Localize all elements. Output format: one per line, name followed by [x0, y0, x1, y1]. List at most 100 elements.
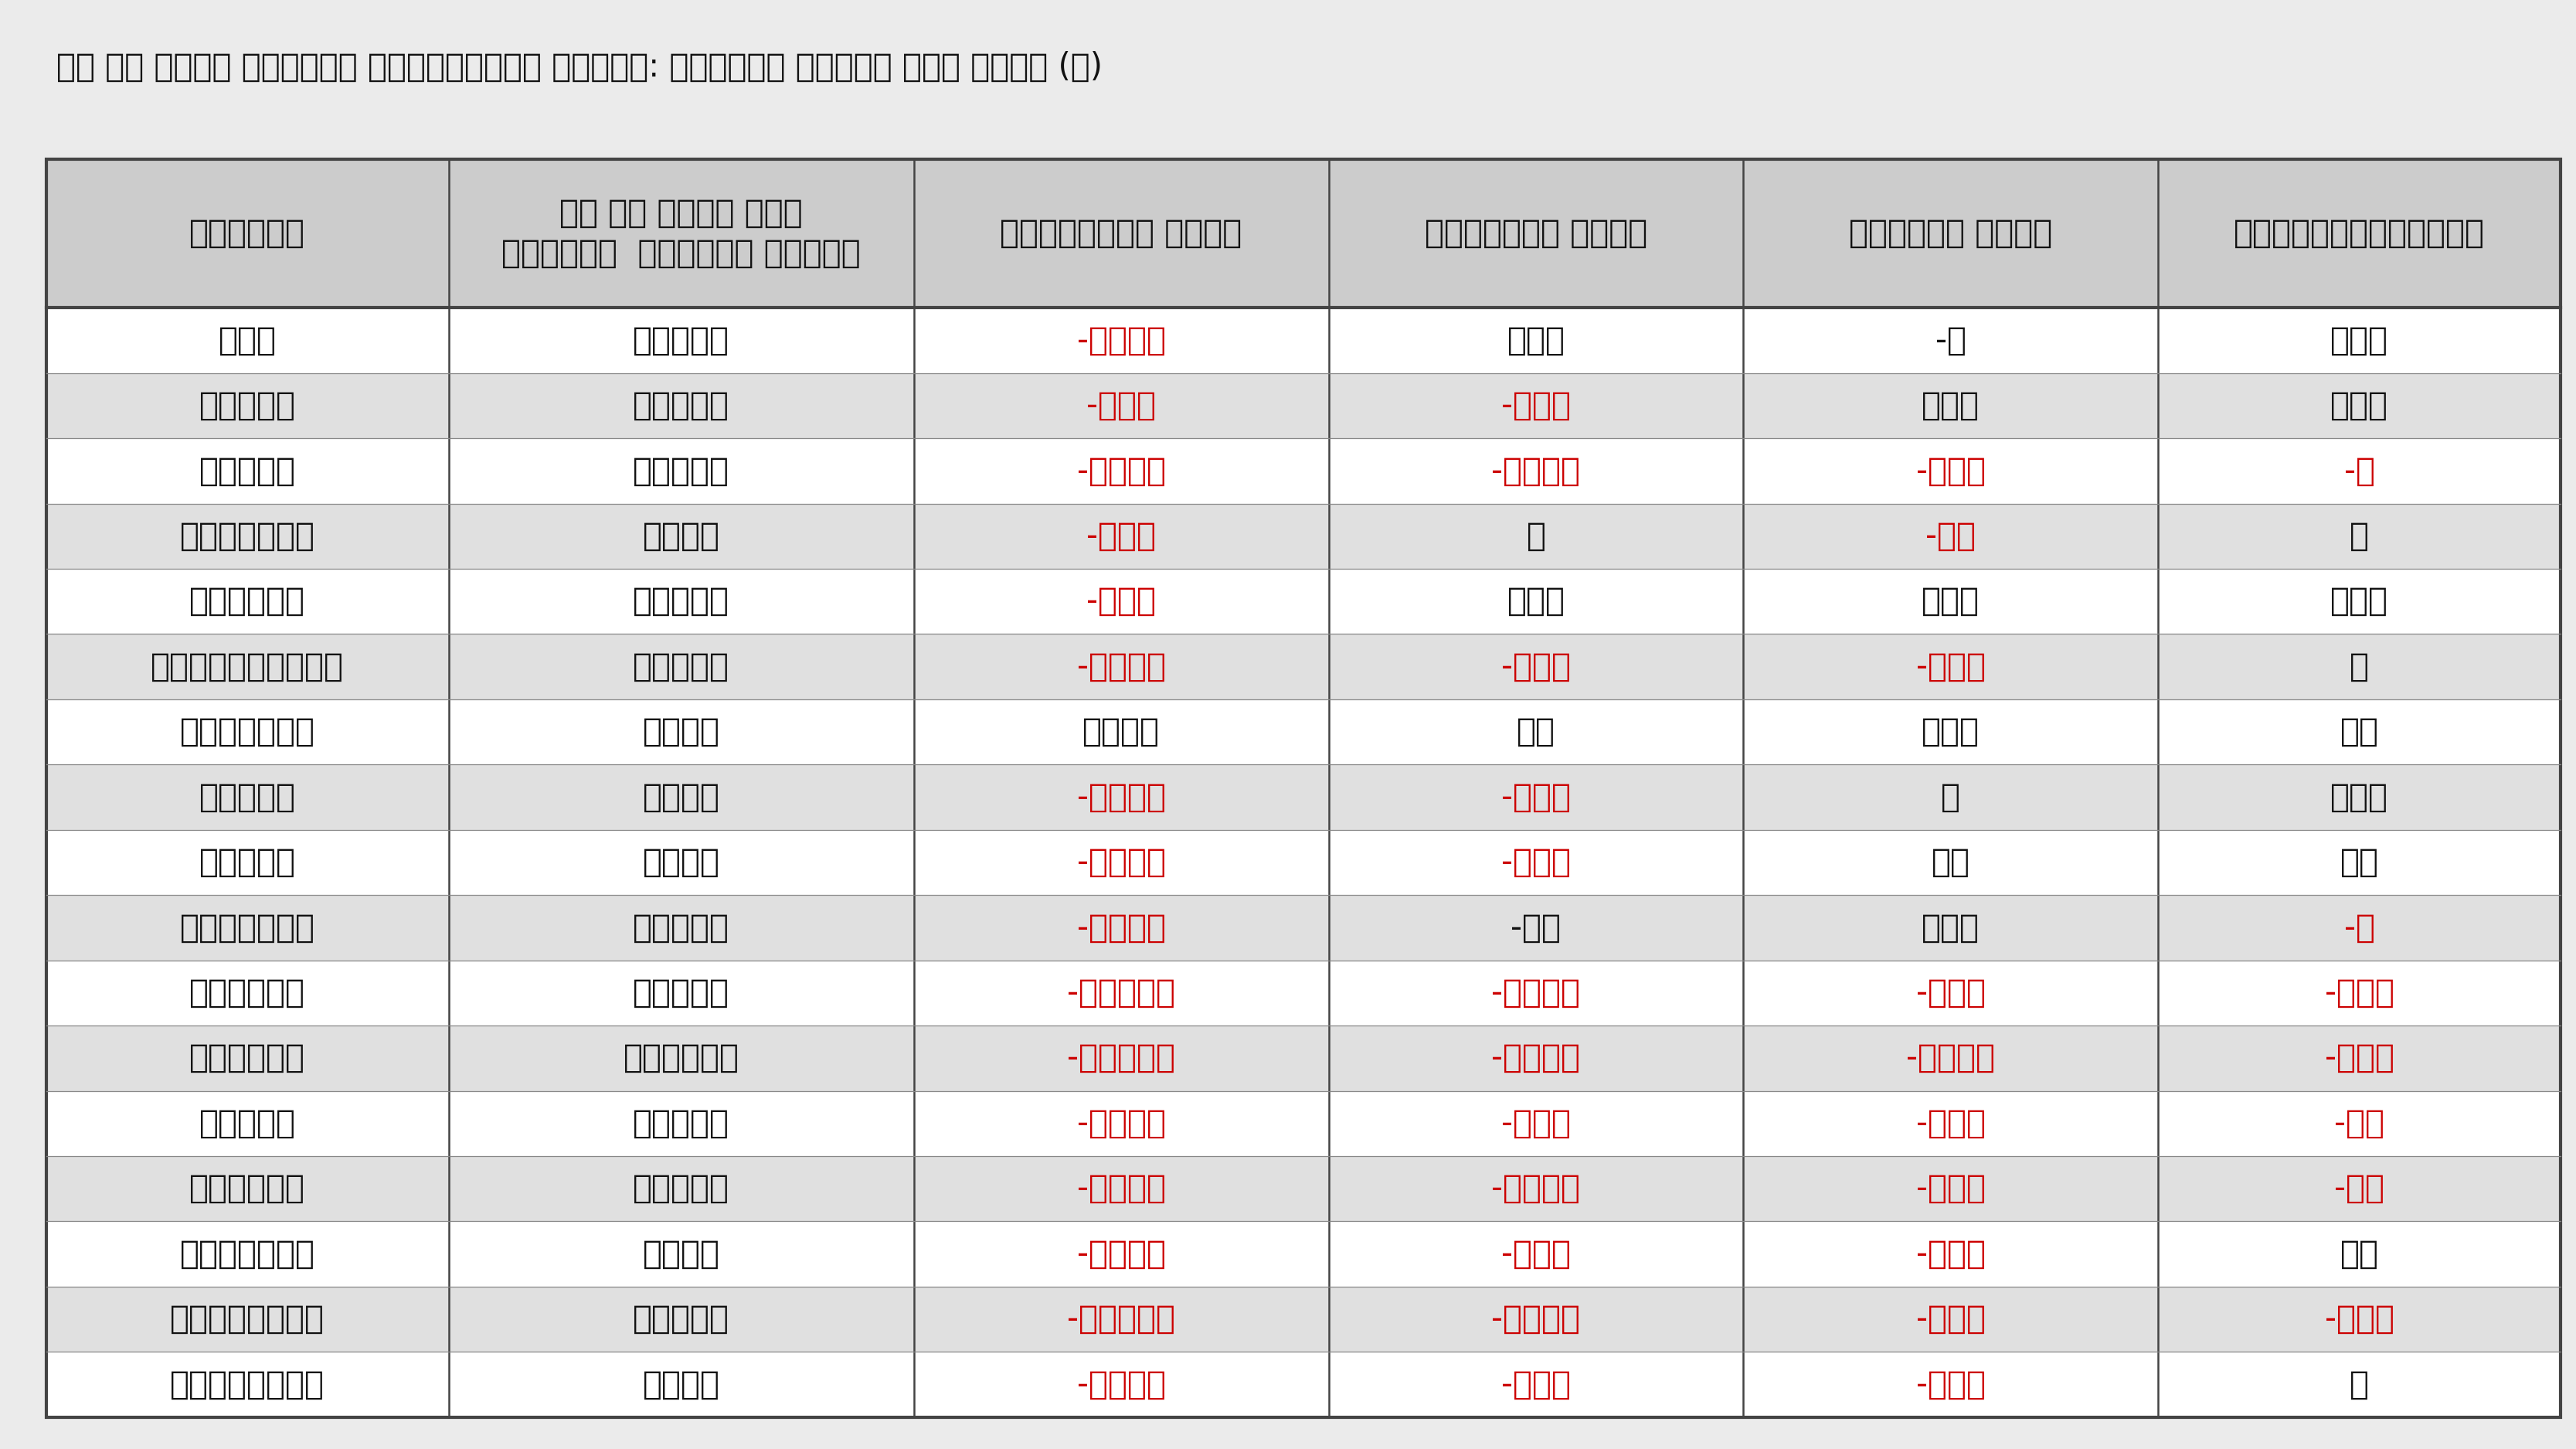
Text: -१८५५: -१८५५ [1077, 1368, 1164, 1401]
Text: १२१६३: १२१६३ [634, 1107, 729, 1140]
Text: ५८: ५८ [1517, 716, 1556, 748]
Text: -७६६४: -७६६४ [1077, 1172, 1164, 1206]
Text: ११ मे २०२१ रोजीचा वर्तवलेला अंदाज: सक्रीय रुग्ण आणि खाटा (२): ११ मे २०२१ रोजीचा वर्तवलेला अंदाज: सक्री… [57, 51, 1103, 83]
Text: -२४९: -२४९ [2324, 1303, 2393, 1336]
Text: ६८६६: ६८६६ [641, 781, 719, 813]
Text: -८६७९: -८६७९ [1492, 1042, 1582, 1075]
Text: ११ मे रोजी असू
शकणारे  सक्रीय रुग्ण: ११ मे रोजी असू शकणारे सक्रीय रुग्ण [502, 197, 860, 270]
Text: ३३१: ३३१ [1922, 390, 1981, 422]
Text: १०७: १०७ [2331, 781, 2388, 813]
Text: ०: ० [2349, 1368, 2370, 1401]
Text: -१२४७: -१२४७ [1906, 1042, 1996, 1075]
Text: -६: -६ [2344, 911, 2375, 943]
Text: ३१०१७: ३१०१७ [634, 977, 729, 1009]
Text: ऑक्सिजन खाटा: ऑक्सिजन खाटा [1425, 217, 1649, 249]
Text: -२८: -२८ [1927, 520, 1976, 552]
Text: यवतमाळ: यवतमाळ [191, 977, 307, 1009]
Text: ५९: ५९ [2339, 716, 2378, 748]
Text: -१९६१: -१९६१ [1077, 781, 1164, 813]
Text: -३०२७: -३०२७ [1077, 651, 1164, 682]
Text: -३२२४: -३२२४ [1492, 977, 1582, 1009]
Text: बुलढाणा: बुलढाणा [180, 911, 314, 943]
Text: हिंगोली: हिंगोली [180, 520, 314, 552]
Text: -४५५: -४५५ [2324, 1042, 2393, 1075]
Text: -७: -७ [2344, 455, 2375, 487]
Text: ३५६: ३५६ [1507, 325, 1566, 356]
Text: १७९९१: १७९९१ [634, 390, 729, 422]
Text: -४९९: -४९९ [1502, 1107, 1571, 1140]
Text: १७९७५: १७९७५ [634, 455, 729, 487]
Text: -२९८७: -२९८७ [1077, 325, 1164, 356]
Text: नागपूर: नागपूर [191, 1042, 307, 1075]
Text: -१४२१: -१४२१ [1492, 455, 1582, 487]
Text: -२२३: -२२३ [2324, 977, 2393, 1009]
Text: ४४५०: ४४५० [641, 846, 719, 878]
Text: -७६८: -७६८ [1917, 977, 1986, 1009]
Text: -२६७: -२६७ [1502, 1368, 1571, 1401]
Text: ३३: ३३ [2339, 846, 2378, 878]
Text: १२१: १२१ [2331, 585, 2388, 617]
Text: -५०६: -५०६ [1502, 651, 1571, 682]
Text: -५७९: -५७९ [1087, 520, 1157, 552]
Text: आयसीयू खाटा: आयसीयू खाटा [1850, 217, 2053, 249]
Text: अमरावती: अमरावती [180, 716, 314, 748]
Text: २: २ [2349, 520, 2370, 552]
Text: -१४७३: -१४७३ [1492, 1172, 1582, 1206]
Text: ११९९७: ११९९७ [634, 585, 729, 617]
Text: -४९८९: -४९८९ [1077, 1107, 1164, 1140]
Text: -१५१: -१५१ [1917, 1237, 1986, 1271]
Text: २७५८: २७५८ [641, 520, 719, 552]
Text: -१८६: -१८६ [1917, 1107, 1986, 1140]
Text: ४०४२८: ४०४२८ [634, 1303, 729, 1336]
Text: १२७: १२७ [1922, 911, 1981, 943]
Text: १६५: १६५ [2331, 390, 2388, 422]
Text: ९: ९ [1528, 520, 1546, 552]
Text: वाशिम: वाशिम [198, 846, 296, 878]
Text: -३८९०: -३८९० [1077, 1237, 1164, 1271]
Text: -१७३: -१७३ [1502, 846, 1571, 878]
Text: चंद्रपूर: चंद्रपूर [170, 1303, 325, 1336]
Text: भंडारा: भंडारा [191, 1172, 307, 1206]
Text: ११३०९३: ११३०९३ [623, 1042, 739, 1075]
Text: परभणी: परभणी [198, 455, 296, 487]
Text: जिल्हा: जिल्हा [191, 217, 307, 249]
Text: -१९९: -१९९ [1917, 651, 1986, 682]
Text: -६३२९: -६३२९ [1077, 455, 1164, 487]
Text: आयसोलेशन खाटा: आयसोलेशन खाटा [999, 217, 1242, 249]
Text: -१६८: -१६८ [1502, 781, 1571, 813]
Text: -८५९: -८५९ [1087, 390, 1157, 422]
Text: लातूर: लातूर [198, 390, 296, 422]
Text: १२२: १२२ [2331, 325, 2388, 356]
Text: -८५८: -८५८ [1087, 585, 1157, 617]
Text: २९१: २९१ [1922, 716, 1981, 748]
Text: ७४४७: ७४४७ [641, 1368, 719, 1401]
Text: अकोला: अकोला [198, 781, 296, 813]
Text: -१४३९: -१४३९ [1077, 846, 1164, 878]
Text: वर्धा: वर्धा [198, 1107, 296, 1140]
Text: व्हेंटीलेटर्स: व्हेंटीलेटर्स [2233, 217, 2486, 249]
Text: -२९७: -२९७ [1917, 1172, 1986, 1206]
Text: २६७८: २६७८ [1082, 716, 1159, 748]
Text: नांदेड: नांदेड [191, 585, 307, 617]
Text: ३१: ३१ [2339, 1237, 2378, 1271]
Text: -४६५७: -४६५७ [1077, 911, 1164, 943]
Text: -१२३: -१२३ [1917, 1368, 1986, 1401]
Text: -५४: -५४ [2334, 1107, 2385, 1140]
Text: १९०५६: १९०५६ [634, 325, 729, 356]
Text: -५८: -५८ [2334, 1172, 2385, 1206]
Text: उस्मानाबाद: उस्मानाबाद [152, 651, 345, 682]
Text: -२९५: -२९५ [1917, 455, 1986, 487]
Text: १२४०८: १२४०८ [634, 911, 729, 943]
Text: ८०: ८० [1932, 846, 1971, 878]
Text: गोंदिया: गोंदिया [180, 1237, 314, 1271]
Text: ७९३: ७९३ [1922, 585, 1981, 617]
Text: -४३५८३: -४३५८३ [1066, 1042, 1175, 1075]
Text: बीड: बीड [219, 325, 276, 356]
Text: -९५४: -९५४ [1917, 1303, 1986, 1336]
Text: ७: ७ [1942, 781, 1960, 813]
Text: ९५१: ९५१ [1507, 585, 1566, 617]
Text: ७७६६: ७७६६ [641, 716, 719, 748]
Text: ९६७५: ९६७५ [641, 1237, 719, 1271]
Text: -३९८९: -३९८९ [1492, 1303, 1582, 1336]
Text: -१६९९५: -१६९९५ [1066, 1303, 1175, 1336]
